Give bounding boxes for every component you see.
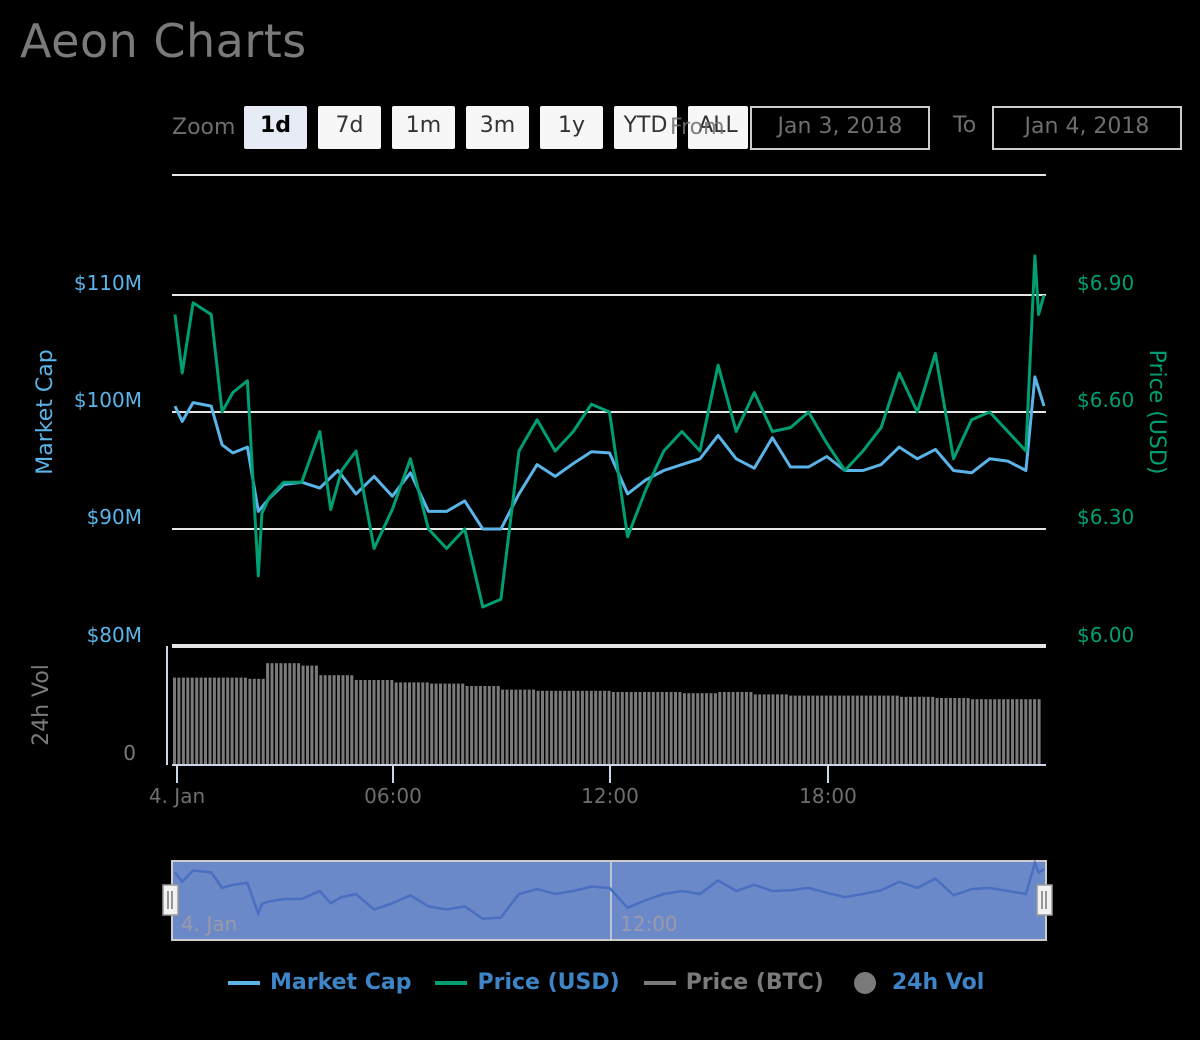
zoom-label: Zoom (172, 115, 236, 140)
range-button-7d[interactable]: 7d (318, 106, 381, 149)
from-date-input[interactable]: Jan 3, 2018 (750, 106, 930, 150)
navigator-series-line (174, 859, 1045, 921)
price-btc-legend-icon (643, 980, 676, 985)
legend-item-price-usd[interactable]: Price (USD) (435, 970, 620, 995)
legend-label: Price (BTC) (685, 970, 824, 995)
range-button-ytd[interactable]: YTD (614, 106, 677, 149)
legend-item-price-btc[interactable]: Price (BTC) (643, 970, 824, 995)
range-button-1m[interactable]: 1m (392, 106, 455, 149)
x-tick-marks (176, 765, 829, 783)
x-tick-4jan: 4. Jan (149, 784, 205, 808)
market-cap-line[interactable] (173, 375, 1046, 531)
volume-bars[interactable] (173, 663, 1041, 764)
navigator-selection[interactable] (171, 860, 1047, 941)
legend-label: 24h Vol (891, 970, 985, 995)
navigator-tick-4jan: 4. Jan (181, 912, 237, 936)
market-cap-legend-icon (228, 980, 260, 985)
vol-axis-title: 24h Vol (29, 664, 54, 746)
legend: Market Cap Price (USD) Price (BTC) 24h V… (228, 970, 1008, 995)
price-usd-line[interactable] (173, 254, 1046, 609)
x-tick-0600: 06:00 (364, 784, 422, 808)
volume-legend-dot-icon (853, 971, 876, 994)
left-tick-90m: $90M (87, 505, 142, 529)
right-tick-660: $6.60 (1077, 388, 1134, 412)
x-tick-1200: 12:00 (581, 784, 639, 808)
legend-label: Price (USD) (477, 970, 620, 995)
range-button-all[interactable]: ALL (688, 106, 748, 149)
to-label: To (953, 113, 977, 138)
range-button-3m[interactable]: 3m (466, 106, 529, 149)
right-axis-title: Price (USD) (1144, 350, 1169, 475)
range-button-1d[interactable]: 1d (244, 106, 307, 149)
right-tick-630: $6.30 (1077, 505, 1134, 529)
to-date-input[interactable]: Jan 4, 2018 (992, 106, 1182, 150)
left-tick-80m: $80M (87, 623, 142, 647)
navigator-handle-left[interactable] (162, 884, 179, 916)
right-tick-600: $6.00 (1077, 623, 1134, 647)
navigator-tick-1200: 12:00 (620, 912, 678, 936)
legend-item-market-cap[interactable]: Market Cap (228, 970, 411, 995)
navigator-handle-right[interactable] (1036, 884, 1053, 916)
from-label: From (670, 115, 725, 140)
left-tick-110m: $110M (74, 271, 142, 295)
left-axis-title: Market Cap (33, 349, 58, 474)
price-usd-legend-icon (435, 980, 468, 985)
vol-tick-0: 0 (123, 741, 136, 765)
x-tick-1800: 18:00 (799, 784, 857, 808)
left-tick-100m: $100M (74, 388, 142, 412)
range-button-1y[interactable]: 1y (540, 106, 603, 149)
legend-item-24h-vol[interactable]: 24h Vol (848, 970, 984, 995)
legend-label: Market Cap (270, 970, 412, 995)
navigator[interactable]: 4. Jan 12:00 (162, 859, 1053, 941)
right-tick-690: $6.90 (1077, 271, 1134, 295)
page-title: Aeon Charts (20, 14, 307, 68)
